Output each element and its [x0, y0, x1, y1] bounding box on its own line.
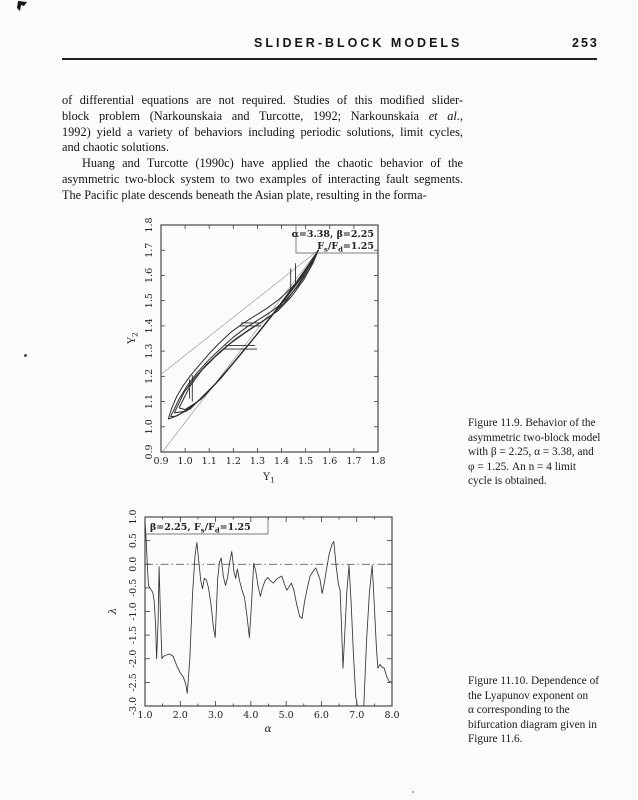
y-tick-label: 0.0: [128, 557, 139, 572]
caption-line: Figure 11.10. Dependence of: [468, 675, 600, 687]
lyapunov-exponent: [144, 521, 393, 707]
x-tick-label: 7.0: [349, 710, 364, 721]
body-line: Huang and Turcotte (1990c) have applied …: [82, 156, 463, 170]
figure-11-9-phase-plot: 0.9 1.0 1.1 1.2 1.3 1.4 1.5 1.6 1.7 1.8 0.9 1.0 1.1 1…: [126, 217, 386, 484]
y-tick-label: 1.0: [128, 509, 139, 524]
body-line: and chaotic solutions.: [62, 140, 169, 155]
caption-line: cycle is obtained.: [468, 475, 547, 488]
x-tick-label: 1.5: [298, 456, 313, 467]
y-tick-label: 0.9: [144, 444, 155, 459]
limit-cycle-loop-4: [178, 249, 319, 411]
x-tick-label: 8.0: [384, 710, 399, 721]
y-tick-label: -2.0: [128, 650, 139, 668]
x-tick-label: 4.0: [243, 710, 258, 721]
body-text: of differential equations are not requir…: [62, 93, 463, 203]
scan-corner-mark-shape: [17, 1, 27, 11]
x-tick-label: 1.0: [137, 710, 152, 721]
y-tick-label: 1.8: [144, 217, 155, 232]
plot-annotation: Fs/Fd=1.25: [317, 241, 374, 253]
y-tick-label: -3.0: [128, 697, 139, 715]
page-number: 253: [572, 36, 599, 50]
caption-line: φ = 1.25. An n = 4 limit: [468, 460, 577, 473]
figure-11-10-lyapunov-plot: 1.0 2.0 3.0 4.0 5.0 6.0 7.0 8.0 1.0 0.5 0.0 -0.5 -1.…: [107, 509, 400, 735]
caption-line: with β = 2.25, α = 3.38, and: [468, 446, 594, 459]
y-tick-label: 0.5: [128, 533, 139, 548]
x-axis-label: α: [264, 723, 271, 735]
x-tick-label: 1.1: [202, 456, 217, 467]
y-tick-label: 1.7: [144, 243, 155, 258]
y-tick-label: 1.2: [144, 369, 155, 384]
plot-frame: [160, 224, 379, 453]
plot-annotation: α=3.38, β=2.25: [292, 229, 374, 240]
y-tick-label: 1.3: [144, 344, 155, 359]
scan-artifact: [24, 354, 27, 357]
scan-corner-mark: [17, 1, 27, 11]
y-axis-label: λ: [107, 608, 119, 616]
y-tick-label: 1.1: [144, 394, 155, 409]
guide-line: [162, 250, 319, 453]
y-tick-label: -0.5: [128, 579, 139, 597]
y-tick-label: -1.0: [128, 602, 139, 620]
body-line: The Pacific plate descends beneath the A…: [62, 187, 427, 202]
x-tick-label: 3.0: [208, 710, 223, 721]
body-line: 1992) yield a variety of behaviors inclu…: [62, 124, 463, 139]
running-header-title: SLIDER-BLOCK MODELS: [254, 36, 463, 50]
caption-line: the Lyapunov exponent on: [468, 689, 589, 702]
body-line: block problem (Narkounskaia and Turcotte…: [62, 109, 463, 125]
axis-ticks: 0.9 1.0 1.1 1.2 1.3 1.4 1.5 1.6 1.7 1.8 0.9 1.0 1.1 1…: [144, 217, 386, 467]
caption-line: Figure 11.6.: [468, 733, 523, 746]
x-tick-label: 1.0: [178, 456, 193, 467]
x-tick-label: 1.6: [322, 456, 337, 467]
x-tick-label: 1.8: [370, 456, 385, 467]
x-tick-label: 1.7: [346, 456, 361, 467]
y-tick-label: 1.6: [144, 268, 155, 283]
caption-line: Figure 11.9. Behavior of the: [468, 417, 596, 429]
x-tick-label: 1.3: [250, 456, 265, 467]
y-tick-label: 1.4: [144, 318, 155, 333]
x-tick-label: 0.9: [153, 456, 168, 467]
axis-ticks: 1.0 2.0 3.0 4.0 5.0 6.0 7.0 8.0 1.0 0.5 0.0 -0.5 -1.…: [128, 509, 400, 721]
x-tick-label: 6.0: [314, 710, 329, 721]
figure-11-10-caption: Figure 11.10. Dependence of the Lyapunov…: [468, 674, 618, 747]
plot-annotation: β=2.25, Fs/Fd=1.25: [150, 522, 251, 534]
x-tick-label: 5.0: [279, 710, 294, 721]
header-rule: [62, 58, 597, 60]
caption-line: asymmetric two-block model: [468, 431, 601, 444]
y-tick-label: 1.5: [144, 293, 155, 308]
body-line: of differential equations are not requir…: [62, 93, 463, 107]
x-tick-label: 1.4: [274, 456, 289, 467]
body-line-italic: et al.,: [428, 108, 463, 123]
caption-line: bifurcation diagram given in: [468, 718, 597, 731]
y-axis-label: Y2: [126, 332, 139, 345]
scan-artifact: [412, 791, 414, 793]
body-line: asymmetric two-block system to two examp…: [62, 171, 463, 186]
x-tick-label: 1.2: [226, 456, 241, 467]
body-line-text: block problem (Narkounskaia and Turcotte…: [62, 108, 429, 123]
y-tick-label: 1.0: [144, 419, 155, 434]
y-tick-label: -2.5: [128, 673, 139, 691]
x-tick-label: 2.0: [173, 710, 188, 721]
figure-11-9-caption: Figure 11.9. Behavior of the asymmetric …: [468, 416, 618, 489]
guide-line: [160, 250, 319, 375]
x-axis-label: Y1: [262, 471, 275, 484]
caption-line: α corresponding to the: [468, 704, 570, 717]
annotation-box: [145, 517, 269, 535]
annotation-box: [295, 225, 378, 254]
y-tick-label: -1.5: [128, 626, 139, 644]
